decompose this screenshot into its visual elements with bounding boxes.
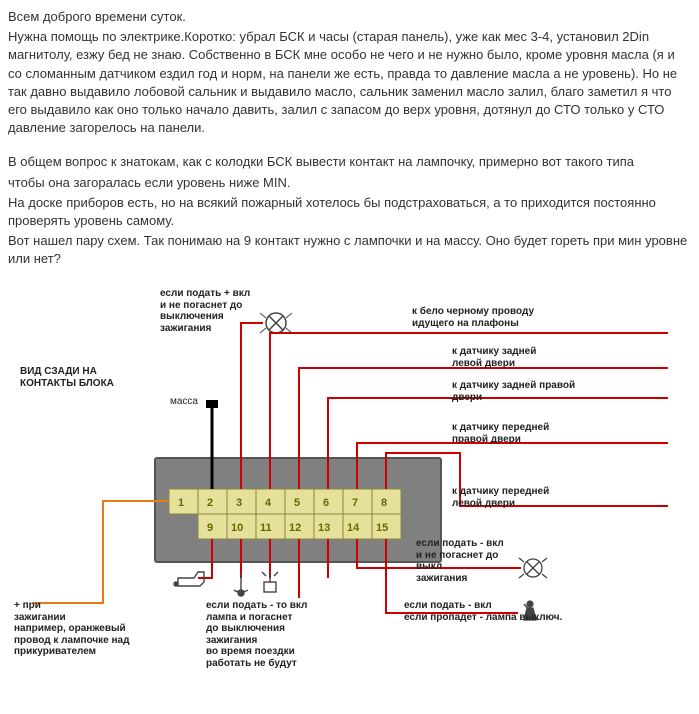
svg-text:15: 15 xyxy=(376,522,388,534)
post-line: Вот нашел пару схем. Так понимаю на 9 ко… xyxy=(8,232,691,268)
svg-text:12: 12 xyxy=(289,522,301,534)
post-line: В общем вопрос к знатокам, как с колодки… xyxy=(8,153,691,171)
svg-text:4: 4 xyxy=(265,497,272,509)
label-mass: масса xyxy=(170,396,198,408)
label-right-seatbelt: если подать - вкл если пропадет - лампа … xyxy=(404,600,562,623)
svg-text:5: 5 xyxy=(294,497,300,509)
label-right-front-left: к датчику передней левой двери xyxy=(452,486,549,509)
label-rear-view: ВИД СЗАДИ НА КОНТАКТЫ БЛОКА xyxy=(20,366,114,389)
svg-text:14: 14 xyxy=(347,522,360,534)
post-line: На доске приборов есть, но на всякий пож… xyxy=(8,194,691,230)
post-line: чтобы она загоралась если уровень ниже M… xyxy=(8,174,691,192)
label-right-rear-left: к датчику задней левой двери xyxy=(452,346,536,369)
label-right-front-right: к датчику передней правой двери xyxy=(452,422,549,445)
label-bottom-center: если подать - то вкл лампа и погаснет до… xyxy=(206,600,307,669)
label-right-plafon: к бело черному проводу идущего на плафон… xyxy=(412,306,534,329)
label-right-rear-right: к датчику задней правой двери xyxy=(452,380,575,403)
forum-post-text: Всем доброго времени суток. Нужна помощь… xyxy=(8,8,691,268)
svg-text:11: 11 xyxy=(260,522,272,534)
label-bottom-left: + при зажигании например, оранжевый пров… xyxy=(14,600,129,658)
post-line: Всем доброго времени суток. xyxy=(8,8,691,26)
svg-text:7: 7 xyxy=(352,497,358,509)
svg-text:9: 9 xyxy=(207,522,213,534)
svg-text:10: 10 xyxy=(231,522,243,534)
svg-text:8: 8 xyxy=(381,497,387,509)
svg-text:2: 2 xyxy=(207,497,213,509)
svg-text:1: 1 xyxy=(178,497,184,509)
wiring-diagram: 1 2 3 4 5 6 7 8 9 10 11 12 13 14 15 xyxy=(8,278,691,668)
label-top-left: если подать + вкл и не погаснет до выклю… xyxy=(160,288,250,334)
svg-text:13: 13 xyxy=(318,522,330,534)
label-right-lamp: если подать - вкл и не погаснет до выкл … xyxy=(416,538,516,584)
svg-text:6: 6 xyxy=(323,497,329,509)
svg-text:3: 3 xyxy=(236,497,242,509)
post-line: Нужна помощь по электрике.Коротко: убрал… xyxy=(8,28,691,137)
